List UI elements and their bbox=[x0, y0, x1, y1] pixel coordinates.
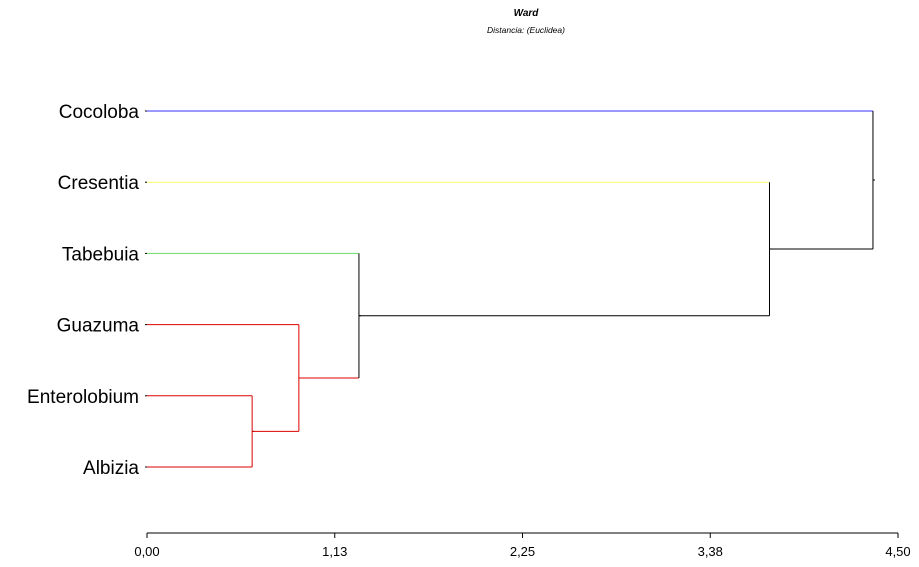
x-tick-label-1: 1,13 bbox=[322, 544, 347, 559]
leaf-label-albizia: Albizia bbox=[83, 458, 139, 479]
chart-subtitle: Distancia: (Euclidea) bbox=[487, 25, 565, 35]
x-tick-label-3: 3,38 bbox=[698, 544, 723, 559]
leaf-label-cocoloba: Cocoloba bbox=[59, 102, 140, 123]
leaf-labels: Cocoloba Cresentia Tabebuia Guazuma Enterolo… bbox=[27, 102, 139, 479]
leaf-label-guazuma: Guazuma bbox=[57, 316, 140, 337]
x-tick-label-0: 0,00 bbox=[134, 544, 159, 559]
x-axis: 0,00 1,13 2,25 3,38 4,50 bbox=[134, 532, 911, 559]
x-tick-label-2: 2,25 bbox=[510, 544, 535, 559]
leaf-label-tabebuia: Tabebuia bbox=[62, 244, 140, 265]
x-tick-label-4: 4,50 bbox=[885, 544, 910, 559]
leaf-label-enterolobium: Enterolobium bbox=[27, 387, 139, 408]
dendrogram-branches bbox=[145, 110, 875, 468]
leaf-label-cresentia: Cresentia bbox=[58, 173, 140, 194]
chart-title: Ward bbox=[514, 8, 540, 19]
